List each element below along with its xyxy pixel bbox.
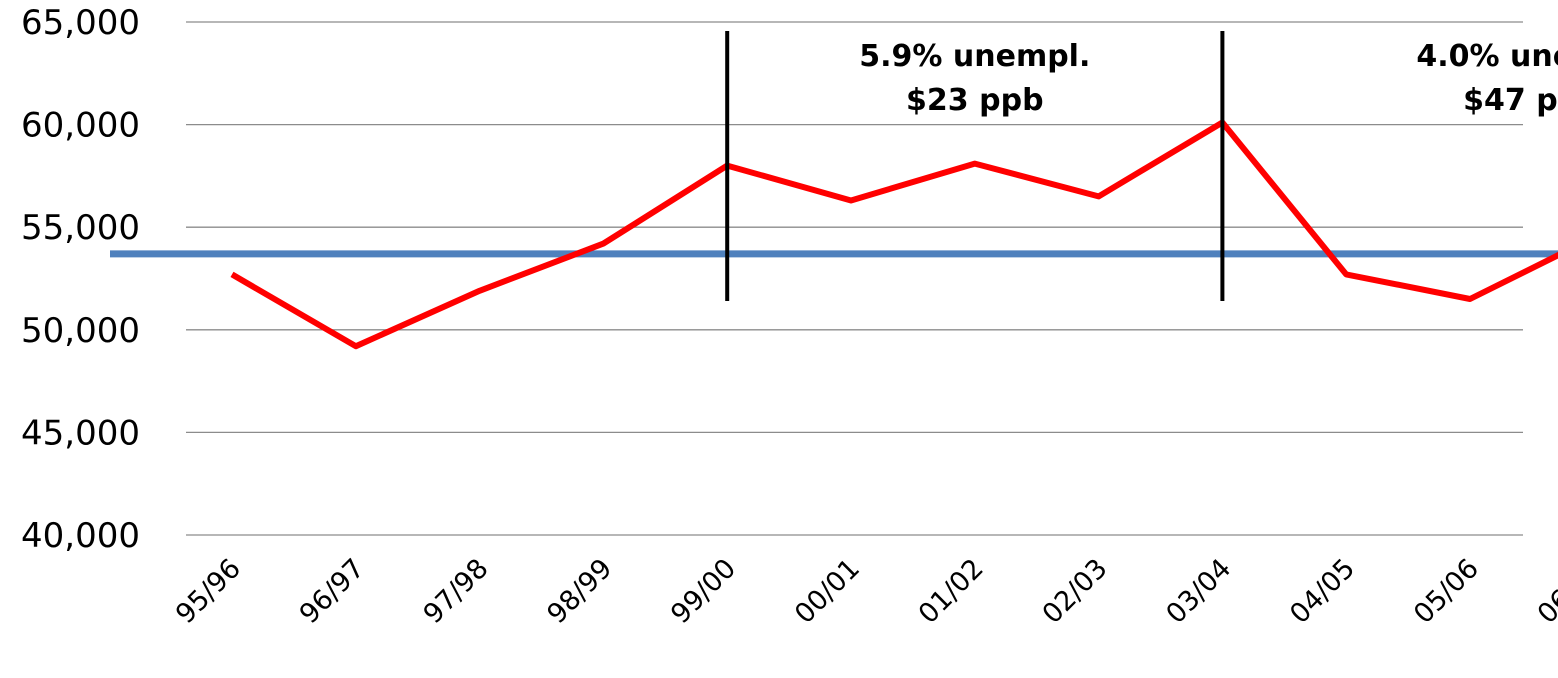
- x-tick-label: 98/99: [541, 553, 618, 630]
- annotation-label: $23 ppb: [906, 83, 1044, 118]
- x-tick-label: 05/06: [1408, 553, 1485, 630]
- x-tick-label: 97/98: [418, 553, 495, 630]
- vertical-marker-layer: [725, 31, 1225, 301]
- annotation-label: $47 ppb: [1463, 83, 1558, 118]
- annotation-label: 4.0% unempl.: [1416, 39, 1558, 74]
- x-tick-label: 95/96: [170, 553, 247, 630]
- x-tick-label: 96/97: [294, 553, 371, 630]
- x-tick-label: 99/00: [665, 553, 742, 630]
- x-tick-label: 03/04: [1160, 553, 1237, 630]
- series-layer: [230, 119, 1558, 350]
- y-tick-label: 55,000: [21, 208, 140, 248]
- annotation-layer: 5.9% unempl. $23 ppb 4.0% unempl. $47 ppb: [859, 39, 1558, 118]
- y-tick-label: 50,000: [21, 311, 140, 351]
- annotation-label: 5.9% unempl.: [859, 39, 1090, 74]
- x-axis-tick-labels: 95/96 96/97 97/98 98/99 99/00 00/01 01/02 02/03…: [170, 553, 1558, 630]
- x-tick-label: 04/05: [1284, 553, 1361, 630]
- y-tick-label: 65,000: [21, 3, 140, 43]
- y-tick-label: 40,000: [21, 516, 140, 556]
- series-line-0: [230, 119, 1558, 350]
- x-tick-label: 01/02: [913, 553, 990, 630]
- x-tick-label: 06/07: [1532, 553, 1558, 630]
- y-tick-label: 60,000: [21, 106, 140, 146]
- gridlines: [186, 21, 1523, 536]
- y-axis-tick-labels: 40,000 45,000 50,000 55,000 60,000 65,000: [21, 3, 140, 556]
- x-tick-label: 00/01: [789, 553, 866, 630]
- y-tick-label: 45,000: [21, 413, 140, 453]
- x-tick-label: 02/03: [1037, 553, 1114, 630]
